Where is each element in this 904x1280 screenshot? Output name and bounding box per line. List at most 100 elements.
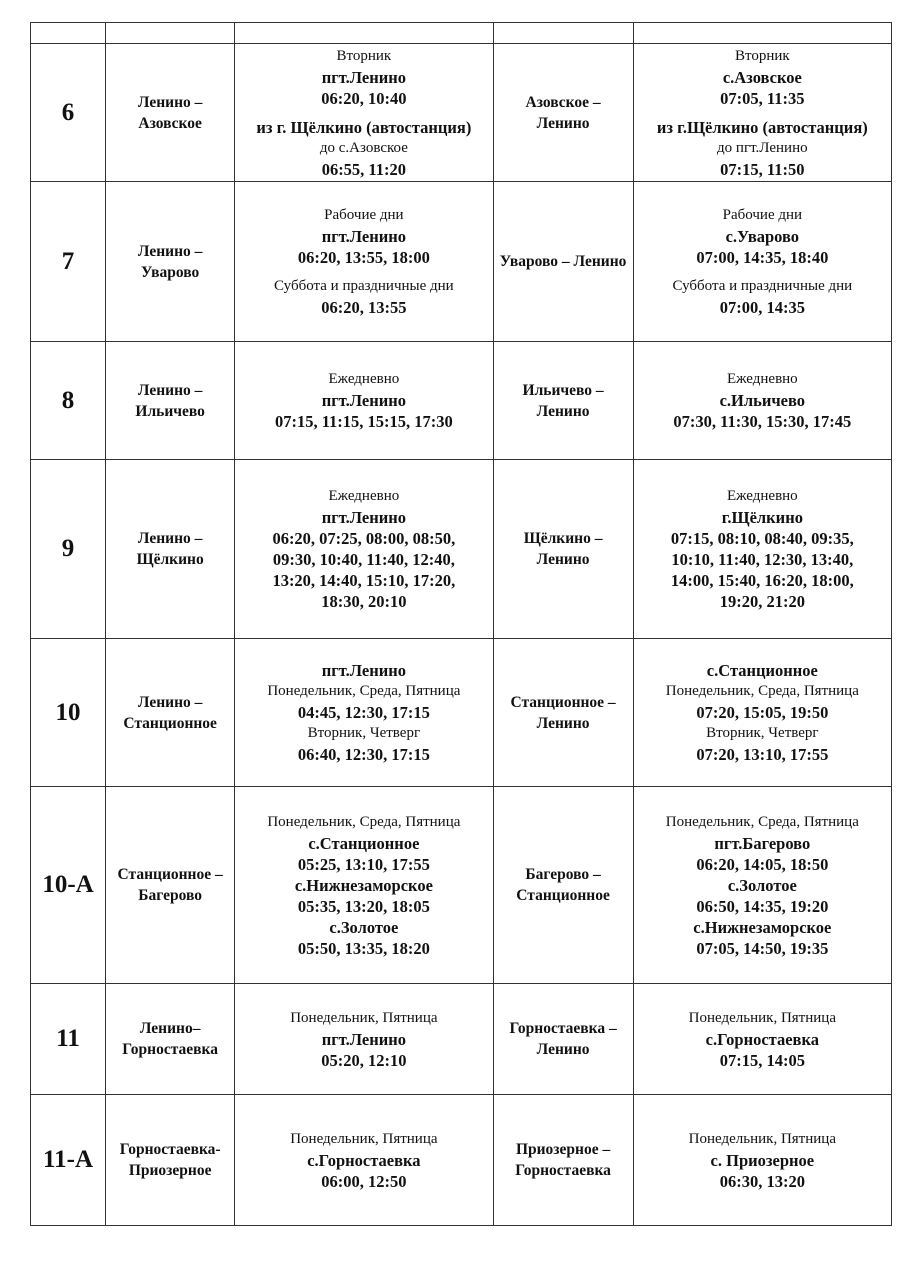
route-name: Ленино – Азовское [105, 43, 236, 182]
schedule-block: Ежедневно пгт.Ленино 06:20, 07:25, 08:00, … [239, 486, 488, 612]
schedule-bold-line: 07:20, 13:10, 17:55 [696, 745, 829, 764]
schedule-bold-line: пгт.Ленино [321, 227, 406, 246]
schedule-bold-line: 05:50, 13:35, 18:20 [297, 938, 430, 958]
schedule-bold-line: 07:20, 15:05, 19:50 [696, 703, 829, 722]
schedule-bold-line: пгт.Багерово [714, 833, 811, 853]
header-cell [29, 22, 107, 44]
departures-back: Понедельник, Пятница с. Приозерное 06:30, … [632, 1094, 893, 1226]
schedule-line: до с.Азовское [319, 139, 408, 156]
schedule-bold-line: 18:30, 20:10 [321, 592, 407, 611]
schedule-block: Ежедневно пгт.Ленино 07:15, 11:15, 15:15, … [239, 369, 488, 432]
schedule-bold-line: 07:00, 14:35, 18:40 [696, 248, 829, 267]
route-name: Ленино – Станционное [105, 638, 236, 787]
schedule-bold-line: 14:00, 15:40, 16:20, 18:00, [670, 571, 854, 590]
header-cell [234, 22, 494, 44]
schedule-bold-line: с.Азовское [722, 67, 802, 87]
departures-back: Вторник с.Азовское 07:05, 11:35 из г.Щёлкин… [632, 43, 893, 182]
schedule-block: Рабочие дни пгт.Ленино 06:20, 13:55, 18:00 [239, 205, 488, 268]
schedule-line: Вторник, Четверг [706, 725, 819, 741]
schedule-bold-line: 06:00, 12:50 [321, 1171, 407, 1191]
departures-there: Рабочие дни пгт.Ленино 06:20, 13:55, 18:00… [234, 181, 494, 342]
schedule-bold-line: 05:35, 13:20, 18:05 [297, 896, 430, 916]
schedule-line: Понедельник, Пятница [290, 1130, 438, 1147]
route-name: Ленино– Горностаевка [105, 983, 236, 1095]
return-route-name: Станционное – Ленино [492, 638, 634, 787]
return-route-name: Багерово – Станционное [492, 786, 634, 984]
schedule-bold-line: г.Щёлкино [721, 508, 803, 527]
route-number: 9 [29, 459, 107, 639]
departures-back: Понедельник, Пятница с.Горностаевка 07:15,… [632, 983, 893, 1095]
schedule-bold-line: 06:50, 14:35, 19:20 [696, 896, 829, 916]
schedule-line: Понедельник, Пятница [290, 1009, 438, 1026]
schedule-bold-line: с.Уварово [725, 227, 800, 246]
route-name: Станционное – Багерово [105, 786, 236, 984]
schedule-bold-line: с.Станционное [308, 833, 420, 853]
schedule-line: Вторник [336, 47, 392, 64]
departures-there: Ежедневно пгт.Ленино 06:20, 07:25, 08:00, … [234, 459, 494, 639]
schedule-bold-line: 06:20, 07:25, 08:00, 08:50, [272, 529, 456, 548]
schedule-bold-line: 05:20, 12:10 [321, 1050, 407, 1070]
return-route-name: Ильичево – Ленино [492, 341, 634, 460]
schedule-block: из г. Щёлкино (автостанция) до с.Азовское… [239, 117, 488, 180]
schedule-line: Суббота и праздничные дни [274, 278, 454, 294]
schedule-block: пгт.Ленино Понедельник, Среда, Пятница 04:… [239, 660, 488, 765]
schedule-bold-line: с.Нижнезаморское [693, 917, 832, 937]
schedule-line: до пгт.Ленино [717, 139, 808, 156]
table-row: 10 Ленино – Станционное пгт.Ленино Понедель… [29, 638, 893, 787]
schedule-block: с.Станционное Понедельник, Среда, Пятница… [638, 660, 887, 765]
schedule-bold-line: пгт.Ленино [321, 1029, 406, 1049]
header-cell [105, 22, 236, 44]
route-number: 11-А [29, 1094, 107, 1226]
schedule-block: Суббота и праздничные дни 07:00, 14:35 [638, 276, 887, 318]
schedule-bold-line: из г.Щёлкино (автостанция) [656, 117, 868, 137]
departures-there: Понедельник, Пятница с.Горностаевка 06:00,… [234, 1094, 494, 1226]
departures-back: Ежедневно г.Щёлкино 07:15, 08:10, 08:40, 0… [632, 459, 893, 639]
schedule-bold-line: 07:05, 11:35 [720, 88, 805, 108]
schedule-line: Суббота и праздничные дни [672, 278, 853, 294]
schedule-block: Суббота и праздничные дни 06:20, 13:55 [239, 276, 488, 318]
schedule-bold-line: 13:20, 14:40, 15:10, 17:20, [272, 571, 456, 590]
table-row: 11 Ленино– Горностаевка Понедельник, Пятни… [29, 983, 893, 1095]
departures-there: Понедельник, Среда, Пятница с.Станционное… [234, 786, 494, 984]
schedule-bold-line: 06:20, 13:55 [321, 298, 407, 317]
route-number: 10 [29, 638, 107, 787]
schedule-bold-line: 06:30, 13:20 [719, 1171, 805, 1191]
schedule-line: Понедельник, Среда, Пятница [665, 813, 859, 830]
schedule-bold-line: 10:10, 11:40, 12:30, 13:40, [671, 550, 854, 569]
schedule-block: Ежедневно г.Щёлкино 07:15, 08:10, 08:40, 0… [638, 486, 887, 612]
schedule-bold-line: с.Нижнезаморское [294, 875, 433, 895]
route-name: Ленино – Уварово [105, 181, 236, 342]
schedule-bold-line: 06:40, 12:30, 17:15 [297, 745, 430, 764]
header-cell [632, 22, 893, 44]
departures-there: Понедельник, Пятница пгт.Ленино 05:20, 12:… [234, 983, 494, 1095]
return-route-name: Приозерное – Горностаевка [492, 1094, 634, 1226]
departures-there: Ежедневно пгт.Ленино 07:15, 11:15, 15:15, … [234, 341, 494, 460]
schedule-bold-line: 07:15, 11:50 [720, 159, 805, 179]
route-number: 8 [29, 341, 107, 460]
schedule-line: Ежедневно [726, 371, 798, 387]
header-row [29, 22, 893, 44]
schedule-bold-line: 07:15, 14:05 [719, 1050, 805, 1070]
departures-back: Ежедневно с.Ильичево 07:30, 11:30, 15:30, … [632, 341, 893, 460]
schedule-line: Понедельник, Среда, Пятница [267, 683, 461, 699]
schedule-block: из г.Щёлкино (автостанция) до пгт.Ленино 0… [638, 117, 887, 180]
route-name: Горностаевка- Приозерное [105, 1094, 236, 1226]
schedule-block: Рабочие дни с.Уварово 07:00, 14:35, 18:40 [638, 205, 887, 268]
departures-back: Понедельник, Среда, Пятница пгт.Багерово 0… [632, 786, 893, 984]
schedule-line: Понедельник, Среда, Пятница [665, 683, 859, 699]
schedule-block: Понедельник, Пятница с. Приозерное 06:30, … [638, 1129, 887, 1192]
schedule-bold-line: 07:15, 08:10, 08:40, 09:35, [670, 529, 854, 548]
schedule-line: Рабочие дни [722, 207, 803, 223]
schedule-block: Понедельник, Пятница с.Горностаевка 07:15,… [638, 1008, 887, 1071]
table-row: 10-А Станционное – Багерово Понедельник, С… [29, 786, 893, 984]
schedule-block: Вторник с.Азовское 07:05, 11:35 [638, 46, 887, 109]
departures-back: с.Станционное Понедельник, Среда, Пятница… [632, 638, 893, 787]
table-row: 8 Ленино – Ильичево Ежедневно пгт.Ленино 07:… [29, 341, 893, 460]
schedule-bold-line: с.Золотое [727, 875, 797, 895]
schedule-bold-line: из г. Щёлкино (автостанция) [256, 117, 472, 137]
schedule-bold-line: 06:20, 14:05, 18:50 [696, 854, 829, 874]
schedule-bold-line: 07:30, 11:30, 15:30, 17:45 [673, 412, 852, 431]
schedule-line: Понедельник, Пятница [688, 1130, 836, 1147]
schedule-bold-line: 19:20, 21:20 [719, 592, 805, 611]
schedule-bold-line: пгт.Ленино [321, 661, 406, 680]
